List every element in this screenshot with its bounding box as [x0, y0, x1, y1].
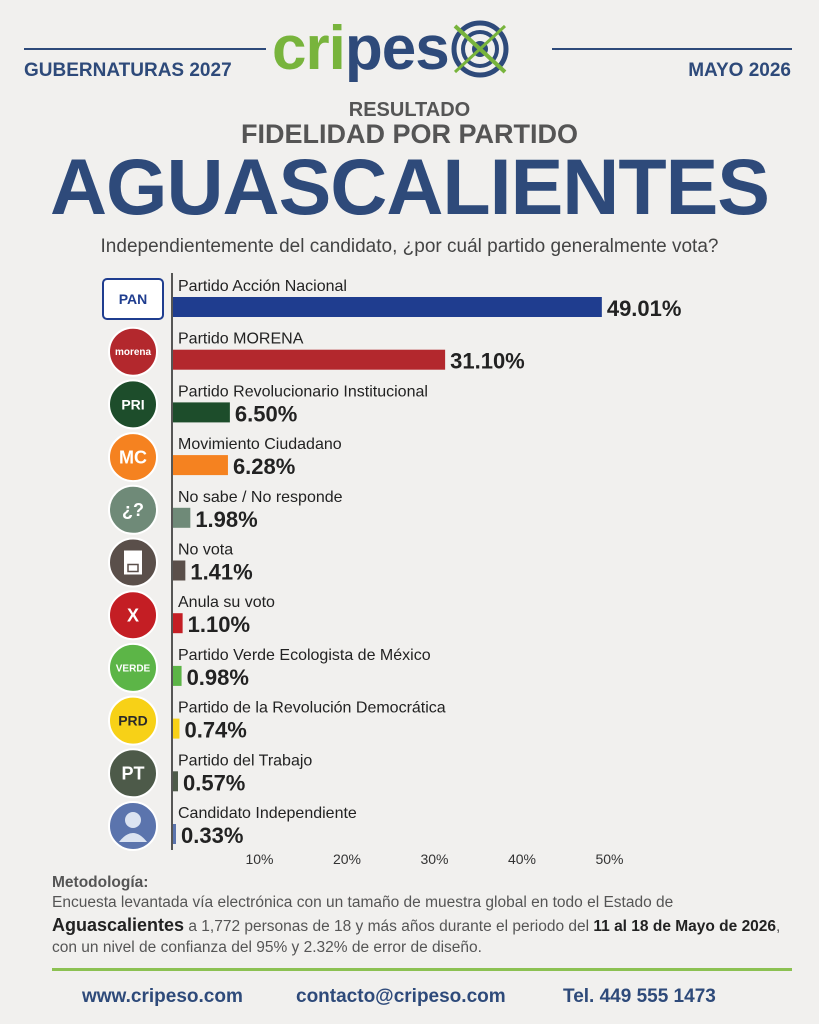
pt-logo: PT [108, 748, 158, 799]
question-icon: ¿? [108, 484, 158, 535]
x-tick-label: 40% [508, 851, 536, 867]
methodology: Metodología: Encuesta levantada vía elec… [52, 873, 782, 958]
bar [173, 665, 182, 686]
bar-label: Partido del Trabajo [178, 752, 312, 769]
bar-label: Anula su voto [178, 594, 275, 611]
survey-question: Independientemente del candidato, ¿por c… [100, 236, 719, 257]
kicker: RESULTADO [348, 99, 471, 121]
bar-label: Movimiento Ciudadano [178, 436, 342, 453]
bar [173, 402, 230, 423]
bar-value-label: 49.01% [607, 296, 682, 321]
methodology-heading: Metodología: [52, 874, 149, 891]
bar [173, 297, 602, 317]
header-rule-right [552, 48, 792, 50]
svg-text:¿?: ¿? [122, 500, 144, 520]
bar-chart: PAN Partido Acción Nacional 49.01% morena Pa… [102, 273, 682, 867]
bar-value-label: 0.57% [183, 770, 245, 795]
x-tick-label: 30% [420, 851, 448, 867]
bar-value-label: 0.98% [187, 665, 249, 690]
bar [173, 824, 176, 844]
svg-text:PRD: PRD [118, 713, 148, 729]
bar-label: Partido de la Revolución Democrática [178, 700, 446, 717]
bar-label: Candidato Independiente [178, 805, 357, 822]
methodology-period: 11 al 18 de Mayo de 2026 [593, 917, 777, 935]
svg-text:PAN: PAN [119, 291, 148, 307]
svg-text:MC: MC [119, 447, 147, 467]
bar-value-label: 1.98% [195, 507, 257, 532]
methodology-state: Aguascalientes [52, 914, 185, 935]
phone-number: Tel. 449 555 1473 [563, 986, 716, 1007]
svg-text:VERDE: VERDE [116, 663, 151, 674]
morena-logo: morena [108, 326, 158, 377]
bar [173, 507, 191, 528]
email-link[interactable]: contacto@cripeso.com [296, 986, 506, 1007]
pan-logo: PAN [102, 278, 164, 320]
bar [173, 771, 178, 792]
verde-logo: VERDE [108, 642, 158, 693]
pri-logo: PRI [108, 379, 158, 430]
target-icon [451, 20, 509, 78]
bar-label: Partido Revolucionario Institucional [178, 383, 428, 400]
bar [173, 613, 183, 634]
cripeso-logo: cripes [272, 14, 542, 84]
prd-logo: PRD [108, 695, 158, 746]
svg-text:X: X [127, 606, 139, 626]
bar [173, 455, 228, 476]
bar-label: Partido Verde Ecologista de México [178, 647, 431, 664]
ballot-icon [108, 537, 158, 588]
subtitle: FIDELIDAD POR PARTIDO [241, 119, 578, 149]
x-tick-label: 20% [333, 851, 361, 867]
bar [173, 718, 180, 739]
bar-value-label: 31.10% [450, 349, 525, 374]
bar [173, 560, 186, 581]
methodology-text-3: , con un nivel de confianza del 95% y 2.… [52, 917, 781, 956]
header-rule-left [24, 48, 266, 50]
bar-label: Partido MORENA [178, 331, 304, 348]
bar-label: Partido Acción Nacional [178, 278, 347, 295]
x-icon: X [108, 590, 158, 641]
bar-value-label: 1.10% [188, 612, 250, 637]
bar-value-label: 0.74% [184, 718, 246, 743]
election-label: GUBERNATURAS 2027 [24, 60, 232, 81]
bar-value-label: 6.50% [235, 401, 297, 426]
x-tick-label: 50% [595, 851, 623, 867]
bar-value-label: 0.33% [181, 823, 243, 848]
methodology-line1: Encuesta levantada vía electrónica con u… [52, 894, 674, 912]
svg-text:PRI: PRI [121, 396, 144, 412]
bar-label: No sabe / No responde [178, 489, 343, 506]
bar-value-label: 1.41% [190, 560, 252, 585]
date-label: MAYO 2026 [688, 60, 791, 81]
footer-rule [52, 968, 792, 971]
methodology-text-2: a 1,772 personas de 18 y más años durant… [184, 917, 594, 935]
person-icon [108, 801, 158, 851]
bar-value-label: 6.28% [233, 454, 295, 479]
page-title: AGUASCALIENTES [50, 142, 770, 231]
svg-text:morena: morena [115, 347, 152, 358]
svg-text:PT: PT [121, 764, 144, 784]
mc-logo: MC [108, 432, 158, 483]
bar-label: No vota [178, 542, 233, 559]
x-tick-label: 10% [245, 851, 273, 867]
website-link[interactable]: www.cripeso.com [82, 986, 243, 1007]
bar [173, 349, 446, 370]
